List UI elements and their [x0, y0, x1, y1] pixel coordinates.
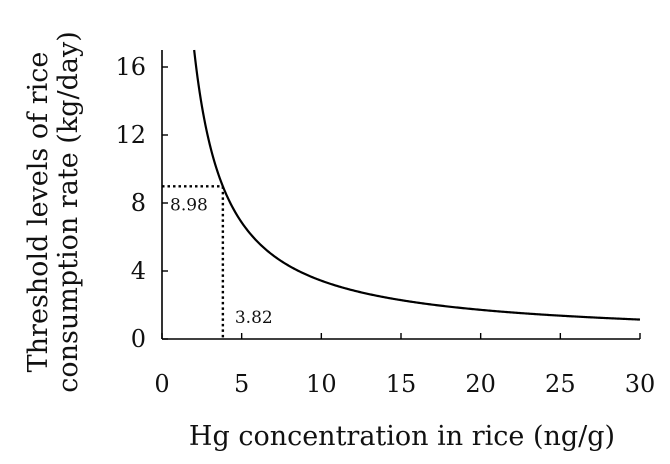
- y-tick-label: 4: [131, 257, 146, 285]
- annotation-x-value: 3.82: [235, 308, 273, 328]
- x-tick-label: 15: [386, 370, 417, 398]
- y-axis-title-line-1: Threshold levels of rice: [23, 52, 54, 373]
- axes: [161, 50, 640, 340]
- y-axis-title-group: Threshold levels of rice consumption rat…: [23, 31, 84, 392]
- x-tick-label: 30: [625, 370, 656, 398]
- x-tick-label: 5: [234, 370, 249, 398]
- y-tick-label: 12: [115, 121, 146, 149]
- x-axis-title: Hg concentration in rice (ng/g): [189, 421, 615, 452]
- y-tick-label: 16: [115, 53, 146, 81]
- annotations: 8.98 3.82: [170, 195, 273, 328]
- reference-lines: [162, 185, 225, 339]
- x-tick-label: 25: [545, 370, 576, 398]
- x-tick-label: 0: [154, 370, 169, 398]
- x-tick-label: 20: [465, 370, 496, 398]
- y-ticks: 0 4 8 12 16: [115, 53, 168, 353]
- x-tick-label: 10: [306, 370, 337, 398]
- series-line-threshold: [193, 49, 641, 321]
- y-tick-label: 0: [131, 325, 146, 353]
- y-tick-label: 8: [131, 189, 146, 217]
- y-axis-title-line-2: consumption rate (kg/day): [53, 31, 84, 392]
- x-ticks: 0 5 10 15 20 25 30: [154, 333, 655, 398]
- annotation-y-value: 8.98: [170, 195, 208, 215]
